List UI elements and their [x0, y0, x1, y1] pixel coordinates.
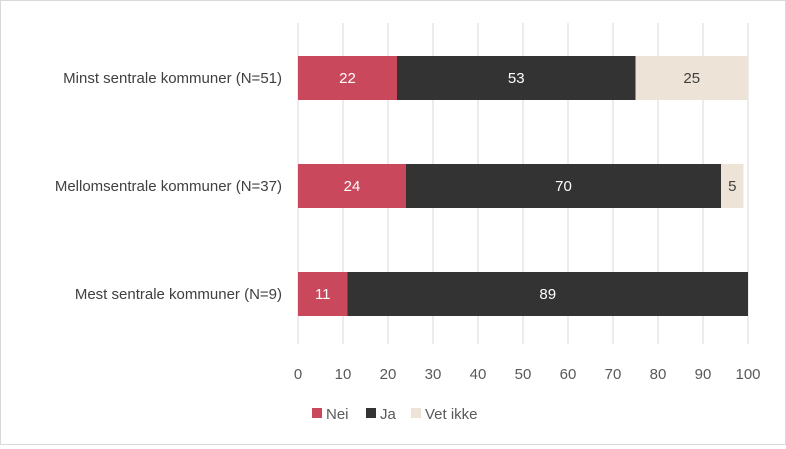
- data-label: 89: [539, 286, 556, 303]
- category-label: Mest sentrale kommuner (N=9): [75, 286, 282, 303]
- bar-nei-3: [298, 272, 348, 316]
- data-labels: 22 53 25 24 70 5 11 89: [315, 70, 736, 303]
- x-tick-label: 60: [560, 366, 577, 383]
- legend-swatch-vet-ikke: [411, 408, 421, 418]
- data-label: 70: [555, 178, 572, 195]
- x-tick-label: 0: [294, 366, 302, 383]
- data-label: 25: [683, 70, 700, 87]
- bar-ja-2: [406, 164, 721, 208]
- legend-label-ja: Ja: [380, 406, 397, 423]
- x-tick-label: 80: [650, 366, 667, 383]
- x-tick-label: 90: [695, 366, 712, 383]
- x-tick-label: 40: [470, 366, 487, 383]
- bar-nei-1: [298, 56, 397, 100]
- bar-ja-3: [347, 272, 748, 316]
- x-tick-label: 50: [515, 366, 532, 383]
- data-label: 11: [315, 286, 331, 303]
- bar-nei-2: [298, 164, 406, 208]
- data-label: 22: [339, 70, 356, 87]
- x-tick-label: 20: [380, 366, 397, 383]
- legend-label-nei: Nei: [326, 406, 349, 423]
- x-tick-label: 30: [425, 366, 442, 383]
- data-label: 53: [508, 70, 525, 87]
- x-tick-label: 100: [735, 366, 760, 383]
- x-tick-label: 70: [605, 366, 622, 383]
- category-labels: Minst sentrale kommuner (N=51) Mellomsent…: [55, 70, 282, 303]
- legend-swatch-ja: [366, 408, 376, 418]
- legend-swatch-nei: [312, 408, 322, 418]
- data-label: 5: [728, 178, 736, 195]
- x-tick-label: 10: [335, 366, 352, 383]
- legend: Nei Ja Vet ikke: [312, 406, 478, 423]
- category-label: Mellomsentrale kommuner (N=37): [55, 178, 282, 195]
- data-label: 24: [344, 178, 361, 195]
- bar-vet-ikke-2: [721, 164, 744, 208]
- x-axis-tick-labels: 0 10 20 30 40 50 60 70 80 90 100: [294, 366, 761, 383]
- bar-ja-1: [397, 56, 636, 100]
- legend-label-vet-ikke: Vet ikke: [425, 406, 478, 423]
- bar-vet-ikke-1: [635, 56, 748, 100]
- category-label: Minst sentrale kommuner (N=51): [63, 70, 282, 87]
- bars: [298, 56, 748, 316]
